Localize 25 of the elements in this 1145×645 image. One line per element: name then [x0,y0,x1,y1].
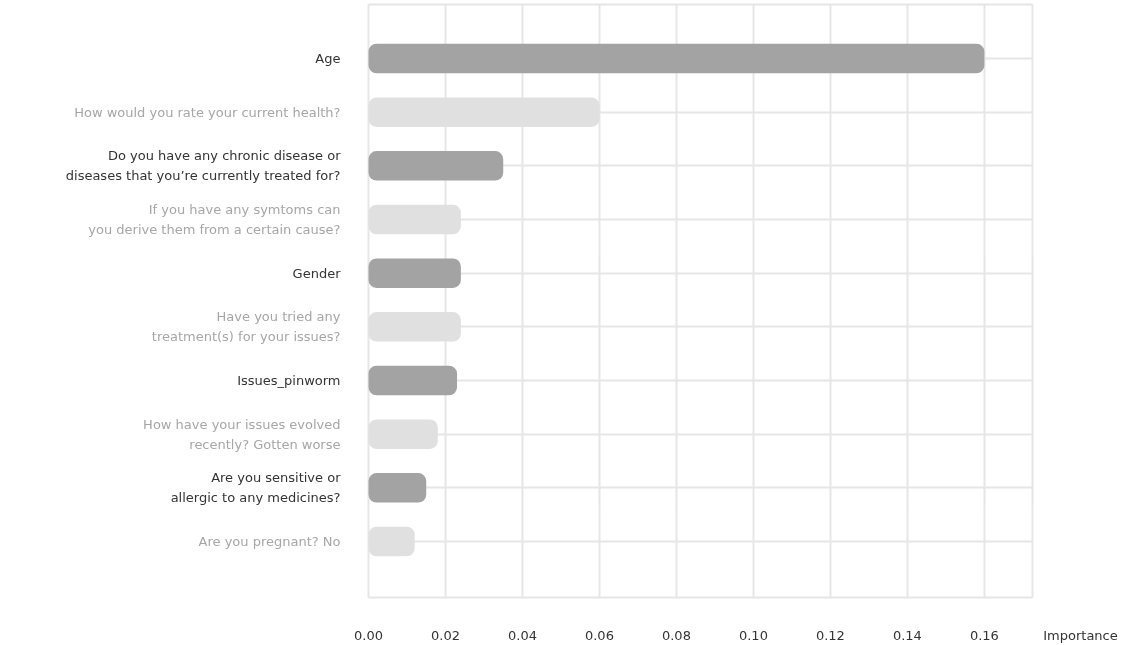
y-tick-label: If you have any symtoms can you derive them from a certain cause? [88,201,341,238]
x-tick-label: 0.02 [431,627,460,643]
bar [368,43,985,74]
y-tick-label: Gender [292,265,342,281]
bar [368,258,461,288]
y-tick-label: Age [315,50,341,66]
x-tick-label: 0.04 [508,627,537,643]
y-tick-label: How would you rate your current health? [74,104,341,120]
y-tick-label: Issues_pinworm [237,373,341,389]
x-tick-label: 0.08 [661,627,691,643]
x-tick-label: 0.00 [354,627,383,643]
bar [368,365,458,396]
y-tick-label: Are you sensitive or allergic to any medicines? [170,470,342,506]
x-tick-label: 0.12 [815,627,845,643]
x-axis-title: Importance [1043,627,1118,643]
x-tick-label: 0.14 [892,627,922,643]
x-tick-label: 0.16 [969,627,999,643]
bar [368,151,504,181]
bar [368,473,427,503]
y-tick-label: Do you have any chronic disease or diseases that you’re currently treated for? [65,148,342,184]
y-tick-label: How have your issues evolved recently? Gotten worse [143,416,341,452]
y-tick-label: Are you pregnant? No [198,534,341,550]
x-tick-label: 0.10 [738,627,768,643]
y-tick-label: Have you tried any treatment(s) for your issues? [151,309,341,345]
x-tick-label: 0.06 [584,627,614,643]
